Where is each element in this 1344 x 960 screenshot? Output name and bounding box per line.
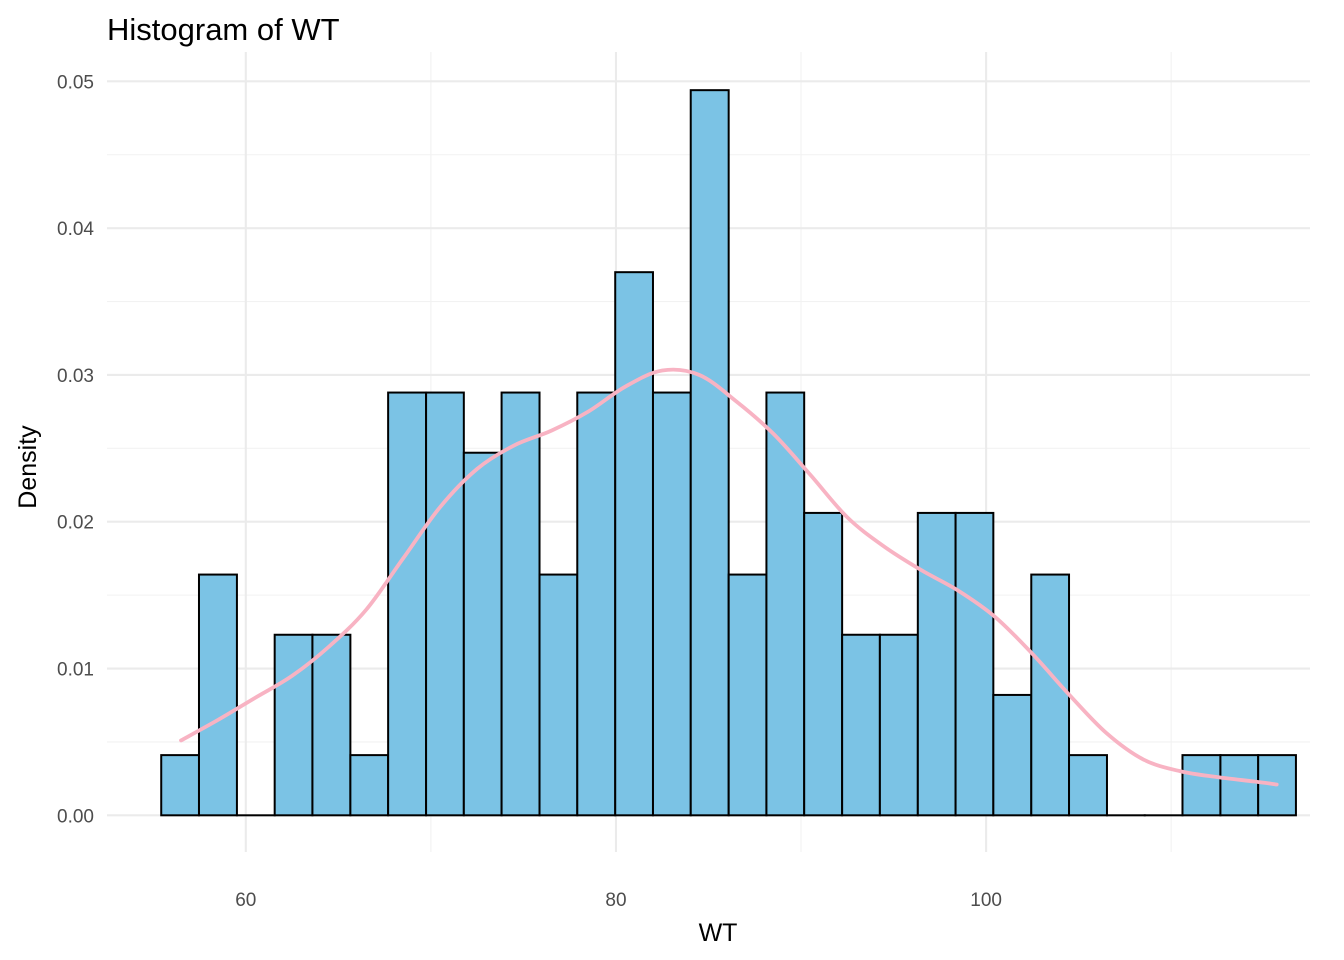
y-axis-title: Density [14,425,42,509]
histogram-bar [311,633,352,817]
histogram-bar [954,511,995,817]
y-tick-label: 0.01 [57,660,94,681]
histogram-bar [462,451,503,817]
density-curve [179,367,1279,787]
histogram-bar [765,391,806,817]
histogram-bar [916,511,957,817]
chart-title: Histogram of WT [107,12,340,47]
x-axis: 60 80 100 [235,890,1002,911]
histogram-bar [614,271,654,817]
y-axis: 0.00 0.01 0.02 0.03 0.04 0.05 [57,72,94,827]
histogram-bar [727,573,768,817]
histogram-bar [689,89,730,817]
histogram-bar [1257,754,1297,817]
histogram-bar [1181,754,1222,817]
histogram-bar [538,573,579,817]
histogram-bar [992,693,1033,817]
histogram-bar [841,633,881,817]
histogram-bar [500,391,541,817]
histogram-bar [803,511,844,817]
y-tick-label: 0.02 [57,513,94,534]
y-tick-label: 0.03 [57,366,94,387]
histogram-bars [160,89,1297,817]
density-curve-layer [179,367,1279,787]
histogram-bar [1219,754,1260,817]
histogram-bar [160,754,200,817]
y-tick-label: 0.00 [57,806,94,827]
x-axis-title: WT [699,919,738,947]
histogram-bar [197,573,238,817]
y-tick-label: 0.04 [57,219,94,240]
x-tick-label: 100 [970,890,1002,911]
histogram-bar [1068,754,1108,817]
histogram-bar [576,391,617,817]
histogram-bar [387,391,428,817]
histogram-bar [273,633,314,817]
y-tick-label: 0.05 [57,72,94,93]
histogram-bar [878,633,919,817]
x-tick-label: 80 [605,890,626,911]
histogram-bar [651,391,692,817]
histogram-bar [349,754,390,817]
histogram-bar [425,391,465,817]
x-tick-label: 60 [235,890,256,911]
histogram-bar [1030,573,1071,817]
